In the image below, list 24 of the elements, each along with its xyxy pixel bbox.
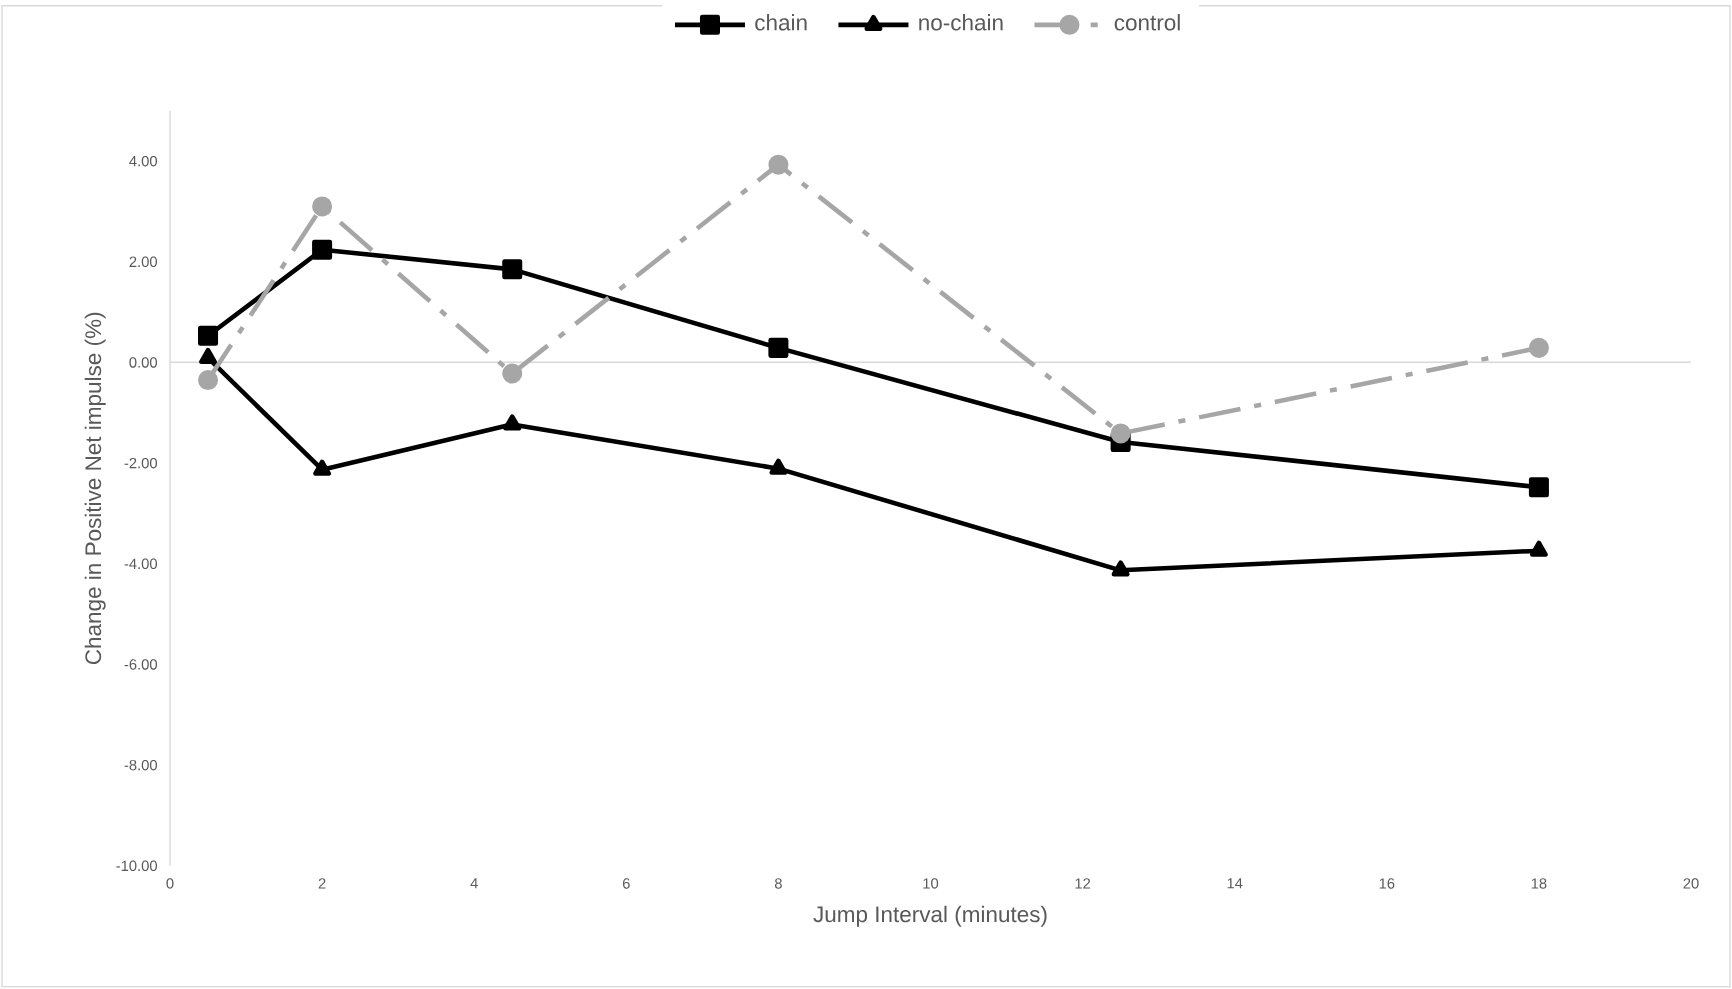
y-tick-label: -10.00 [116, 860, 158, 872]
x-tick-label: 8 [774, 878, 782, 889]
x-axis-title: Jump Interval (minutes) [813, 905, 1047, 927]
legend-label: control [1114, 14, 1180, 31]
x-tick-label: 6 [622, 878, 630, 889]
x-tick-label: 0 [166, 878, 174, 889]
x-tick-label: 20 [1683, 878, 1699, 889]
x-tick-label: 18 [1531, 878, 1547, 889]
x-tick-label: 12 [1075, 878, 1091, 889]
x-tick-label: 14 [1227, 878, 1243, 889]
y-tick-label: -2.00 [124, 458, 158, 469]
y-tick-label: -6.00 [124, 659, 158, 670]
y-tick-label: 2.00 [129, 256, 158, 268]
y-axis-title: Change in Positive Net impulse (%) [84, 312, 106, 665]
y-tick-label: 0.00 [129, 357, 158, 368]
y-tick-label: -8.00 [124, 760, 158, 771]
x-tick-label: 16 [1379, 878, 1395, 889]
legend-label: no-chain [919, 14, 1003, 31]
x-tick-label: 4 [470, 878, 478, 889]
x-tick-label: 10 [923, 878, 939, 889]
y-tick-label: -4.00 [124, 558, 158, 570]
legend-label: chain [755, 14, 807, 31]
y-tick-label: 4.00 [129, 156, 158, 167]
x-tick-label: 2 [318, 878, 326, 889]
